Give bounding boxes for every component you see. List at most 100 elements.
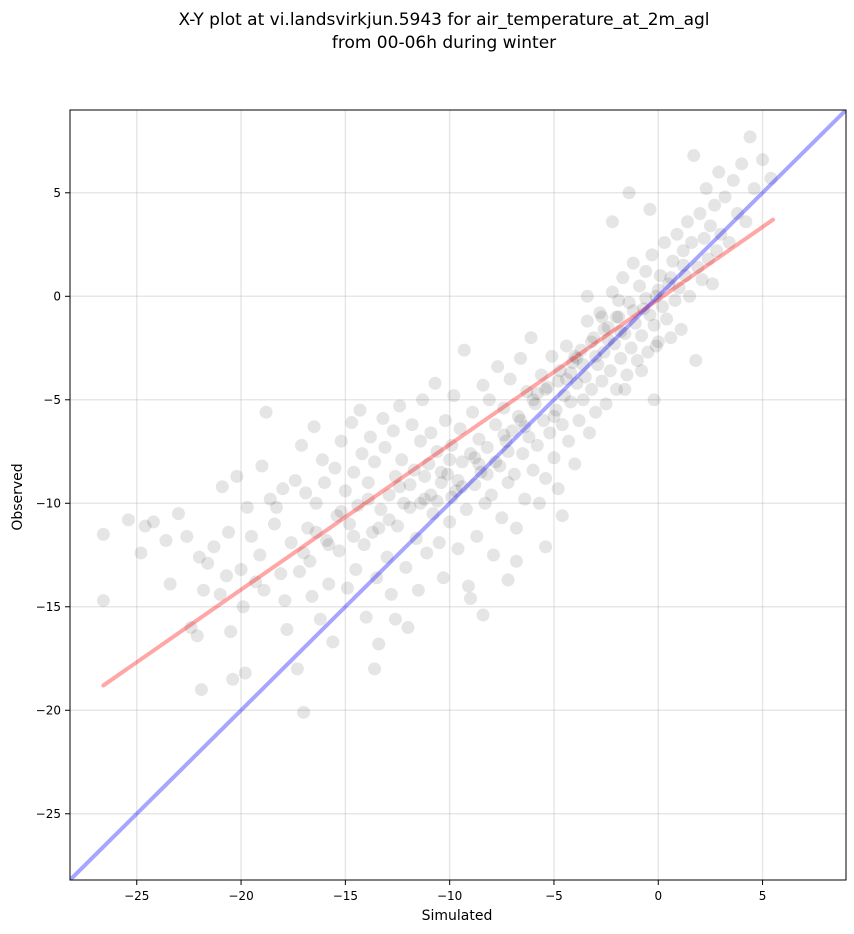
scatter-point — [280, 623, 294, 637]
scatter-point — [543, 426, 557, 440]
chart-subtitle: from 00-06h during winter — [332, 33, 556, 53]
scatter-point — [257, 583, 271, 597]
scatter-point — [557, 389, 571, 403]
scatter-point — [509, 554, 523, 568]
axis-ticks: −25 −20 −15 −10 −5 0 5 −25 −20 −15 −10 −5 0 5 — [36, 186, 767, 903]
scatter-point — [503, 372, 517, 386]
scatter-point — [705, 277, 719, 291]
y-tick-label: −20 — [36, 703, 61, 717]
scatter-point — [622, 186, 636, 200]
scatter-point — [666, 254, 680, 268]
scatter-point — [441, 467, 455, 481]
scatter-point — [520, 385, 534, 399]
scatter-point — [480, 440, 494, 454]
scatter-point — [134, 546, 148, 560]
scatter-point — [457, 343, 471, 357]
scatter-point — [534, 368, 548, 382]
scatter-point — [674, 322, 688, 336]
scatter-point — [547, 451, 561, 465]
scatter-point — [443, 453, 457, 467]
scatter-point — [539, 382, 553, 396]
x-tick-label: −10 — [437, 889, 462, 903]
scatter-point — [171, 507, 185, 521]
scatter-point — [426, 507, 440, 521]
scatter-point — [301, 521, 315, 535]
scatter-point — [610, 310, 624, 324]
scatter-point — [472, 432, 486, 446]
scatter-point — [347, 465, 361, 479]
scatter-point — [499, 434, 513, 448]
scatter-point — [522, 430, 536, 444]
scatter-point — [194, 683, 208, 697]
scatter-point — [303, 554, 317, 568]
scatter-point — [597, 322, 611, 336]
scatter-point — [201, 556, 215, 570]
scatter-point — [230, 469, 244, 483]
scatter-point — [334, 505, 348, 519]
scatter-point — [263, 492, 277, 506]
scatter-point — [219, 569, 233, 583]
scatter-point — [509, 521, 523, 535]
scatter-point — [726, 173, 740, 187]
scatter-point — [589, 349, 603, 363]
scatter-point — [343, 517, 357, 531]
scatter-point — [643, 202, 657, 216]
scatter-point — [651, 335, 665, 349]
scatter-point — [413, 496, 427, 510]
scatter-point — [493, 459, 507, 473]
scatter-point — [676, 244, 690, 258]
scatter-point — [486, 548, 500, 562]
plot-area — [70, 110, 846, 880]
scatter-point — [374, 502, 388, 516]
scatter-point — [701, 252, 715, 266]
scatter-point — [340, 581, 354, 595]
scatter-point — [428, 376, 442, 390]
scatter-point — [559, 372, 573, 386]
scatter-point — [418, 492, 432, 506]
scatter-point — [368, 662, 382, 676]
scatter-point — [270, 500, 284, 514]
scatter-point — [668, 293, 682, 307]
scatter-point — [614, 324, 628, 338]
scatter-point — [568, 457, 582, 471]
scatter-point — [501, 476, 515, 490]
y-tick-label: −10 — [36, 496, 61, 510]
scatter-point — [307, 420, 321, 434]
scatter-point — [612, 310, 626, 324]
scatter-point — [328, 461, 342, 475]
scatter-point — [249, 575, 263, 589]
scatter-point — [267, 517, 281, 531]
scatter-point — [163, 577, 177, 591]
scatter-point — [416, 393, 430, 407]
scatter-point — [476, 608, 490, 622]
scatter-point — [514, 351, 528, 365]
scatter-point — [518, 420, 532, 434]
scatter-point — [391, 519, 405, 533]
scatter-point — [480, 467, 494, 481]
scatter-point — [470, 529, 484, 543]
scatter-point — [368, 455, 382, 469]
scatter-point — [722, 235, 736, 249]
y-tick-label: −15 — [36, 600, 61, 614]
scatter-point — [215, 480, 229, 494]
scatter-point — [393, 399, 407, 413]
scatter-point — [409, 531, 423, 545]
scatter-point — [635, 329, 649, 343]
scatter-point — [455, 455, 469, 469]
scatter-point — [622, 296, 636, 309]
scatter-point — [372, 637, 386, 651]
scatter-point — [593, 306, 607, 320]
scatter-point — [434, 476, 448, 490]
scatter-point — [453, 422, 467, 436]
scatter-point — [345, 416, 359, 430]
chart-title: X-Y plot at vi.landsvirkjun.5943 for air… — [178, 10, 709, 30]
scatter-point — [685, 235, 699, 249]
scatter-point — [495, 511, 509, 525]
scatter-point — [618, 382, 632, 396]
scatter-point — [468, 478, 482, 492]
scatter-point — [403, 500, 417, 514]
scatter-point — [234, 563, 248, 577]
scatter-point — [764, 171, 778, 185]
scatter-point — [320, 534, 334, 548]
scatter-point — [610, 382, 624, 396]
